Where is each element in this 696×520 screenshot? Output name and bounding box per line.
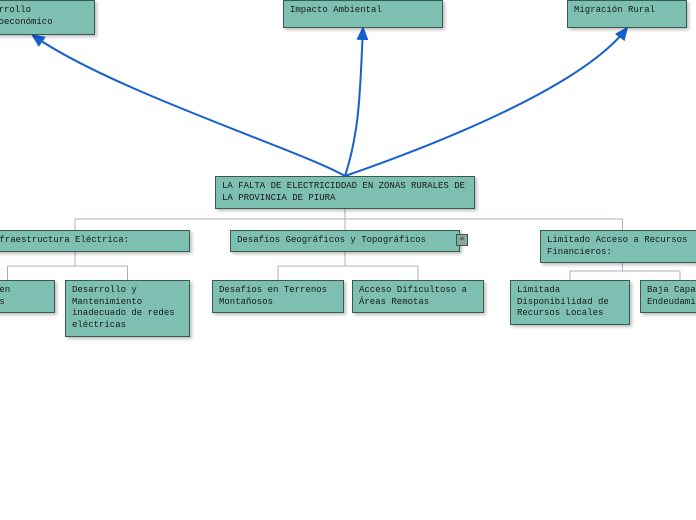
node-c11[interactable]: iones en ucturas [0,280,55,313]
node-b2[interactable]: Desafíos Geográficos y Topográficos [230,230,460,252]
node-c32[interactable]: Baja Capaci Endeudamien [640,280,696,313]
node-c21[interactable]: Desafíos en Terrenos Montañosos [212,280,344,313]
node-top2[interactable]: Impacto Ambiental [283,0,443,28]
diagram-canvas: { "colors": { "node_fill": "#7dbfb0", "n… [0,0,696,520]
node-c22[interactable]: Acceso Dificultoso a Áreas Remotas [352,280,484,313]
node-b1[interactable]: ada Infraestructura Eléctrica: [0,230,190,252]
node-c31[interactable]: Limitada Disponibilidad de Recursos Loca… [510,280,630,325]
node-top1[interactable]: Desarrollo Socioeconómico [0,0,95,35]
node-top3[interactable]: Migración Rural [567,0,687,28]
node-c12[interactable]: Desarrollo y Mantenimiento inadecuado de… [65,280,190,337]
node-b3[interactable]: Limitado Acceso a Recursos Financieros: [540,230,696,263]
node-center[interactable]: LA FALTA DE ELECTRICIDDAD EN ZONAS RURAL… [215,176,475,209]
note-icon[interactable]: ≡ [456,234,468,246]
